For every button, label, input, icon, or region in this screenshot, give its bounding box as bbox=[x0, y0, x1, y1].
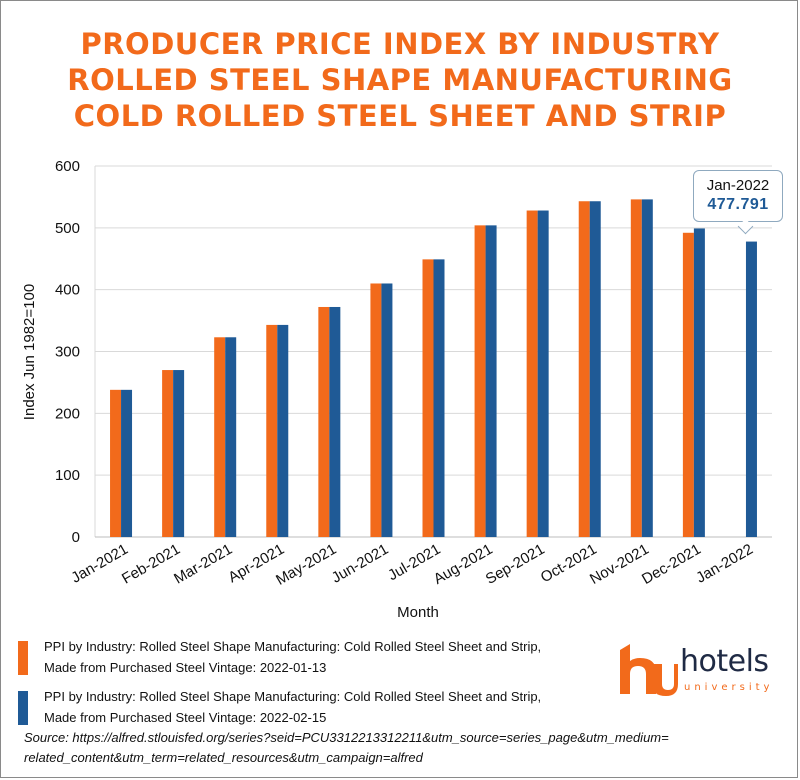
bar[interactable] bbox=[526, 210, 538, 537]
legend-item-blue: PPI by Industry: Rolled Steel Shape Manu… bbox=[18, 686, 598, 728]
bar[interactable] bbox=[329, 306, 341, 537]
logo-wordmark: hotels bbox=[680, 644, 769, 679]
bar[interactable] bbox=[693, 228, 705, 537]
hu-logo-icon bbox=[620, 644, 678, 696]
bar[interactable] bbox=[589, 201, 601, 537]
bar[interactable] bbox=[121, 389, 133, 537]
legend-label-line-1: PPI by Industry: Rolled Steel Shape Manu… bbox=[44, 689, 542, 704]
title-line-1: PRODUCER PRICE INDEX BY INDUSTRY bbox=[80, 27, 720, 61]
bar[interactable] bbox=[433, 259, 445, 537]
hotels-university-logo: hotels university bbox=[616, 636, 784, 700]
legend: PPI by Industry: Rolled Steel Shape Manu… bbox=[18, 636, 598, 736]
bar-chart: 0 100 200 300 400 500 600 Jan-2021Feb-2021Mar-… bbox=[21, 158, 772, 621]
legend-label-line-2: Made from Purchased Steel Vintage: 2022-… bbox=[44, 710, 327, 725]
source-line-2: related_content&utm_term=related_resourc… bbox=[24, 750, 423, 765]
x-tick-label: May-2021 bbox=[273, 541, 339, 589]
bar[interactable] bbox=[277, 324, 289, 537]
x-tick-label: Jun-2021 bbox=[329, 541, 392, 587]
bar[interactable] bbox=[370, 283, 382, 537]
y-tick-label: 300 bbox=[55, 344, 80, 361]
bar[interactable] bbox=[485, 225, 497, 538]
y-tick-label: 0 bbox=[72, 529, 80, 546]
chart-title: PRODUCER PRICE INDEX BY INDUSTRY ROLLED … bbox=[0, 26, 800, 134]
bar[interactable] bbox=[641, 199, 653, 537]
bar[interactable] bbox=[173, 370, 185, 537]
title-line-3: COLD ROLLED STEEL SHEET AND STRIP bbox=[73, 99, 727, 133]
source-note: Source: https://alfred.stlouisfed.org/se… bbox=[24, 728, 784, 768]
bar[interactable] bbox=[745, 241, 757, 537]
y-tick-label: 200 bbox=[55, 405, 80, 422]
x-tick-labels: Jan-2021Feb-2021Mar-2021Apr-2021May-2021… bbox=[68, 541, 756, 589]
legend-item-orange: PPI by Industry: Rolled Steel Shape Manu… bbox=[18, 636, 598, 678]
legend-swatch-orange bbox=[18, 641, 28, 675]
tooltip-value: 477.791 bbox=[707, 196, 769, 213]
x-tick-label: Sep-2021 bbox=[483, 541, 548, 588]
x-tick-label: Jan-2022 bbox=[693, 541, 756, 587]
bar[interactable] bbox=[578, 201, 590, 537]
x-tick-label: Jan-2021 bbox=[68, 541, 131, 587]
x-tick-label: Mar-2021 bbox=[171, 541, 235, 588]
y-axis-title: Index Jun 1982=100 bbox=[21, 284, 38, 420]
x-tick-label: Nov-2021 bbox=[587, 541, 652, 588]
x-tick-label: Dec-2021 bbox=[639, 541, 704, 588]
y-tick-label: 600 bbox=[55, 158, 80, 175]
bar[interactable] bbox=[474, 225, 486, 538]
y-tick-label: 500 bbox=[55, 220, 80, 237]
source-line-1: Source: https://alfred.stlouisfed.org/se… bbox=[24, 730, 669, 745]
legend-swatch-blue bbox=[18, 691, 28, 725]
y-tick-label: 400 bbox=[55, 282, 80, 299]
y-tick-label: 100 bbox=[55, 467, 80, 484]
bar[interactable] bbox=[422, 259, 434, 537]
title-line-2: ROLLED STEEL SHAPE MANUFACTURING bbox=[67, 63, 733, 97]
value-tooltip: Jan-2022 477.791 bbox=[693, 170, 783, 235]
bar[interactable] bbox=[214, 337, 226, 537]
x-tick-label: Aug-2021 bbox=[431, 541, 496, 588]
bar[interactable] bbox=[630, 199, 642, 537]
x-axis-title: Month bbox=[397, 604, 439, 621]
bar[interactable] bbox=[110, 389, 122, 537]
bar[interactable] bbox=[162, 370, 174, 537]
bar[interactable] bbox=[682, 232, 694, 537]
bar[interactable] bbox=[318, 306, 330, 537]
tooltip-date: Jan-2022 bbox=[706, 177, 770, 194]
legend-label-line-1: PPI by Industry: Rolled Steel Shape Manu… bbox=[44, 639, 542, 654]
y-tick-labels: 0 100 200 300 400 500 600 bbox=[55, 158, 80, 546]
bar[interactable] bbox=[225, 337, 237, 537]
x-tick-label: Feb-2021 bbox=[119, 541, 183, 588]
bar[interactable] bbox=[537, 210, 549, 537]
bars bbox=[110, 199, 757, 538]
logo-subtitle: university bbox=[684, 682, 774, 693]
bar[interactable] bbox=[381, 283, 393, 537]
legend-label-line-2: Made from Purchased Steel Vintage: 2022-… bbox=[44, 660, 327, 675]
bar[interactable] bbox=[266, 324, 278, 537]
